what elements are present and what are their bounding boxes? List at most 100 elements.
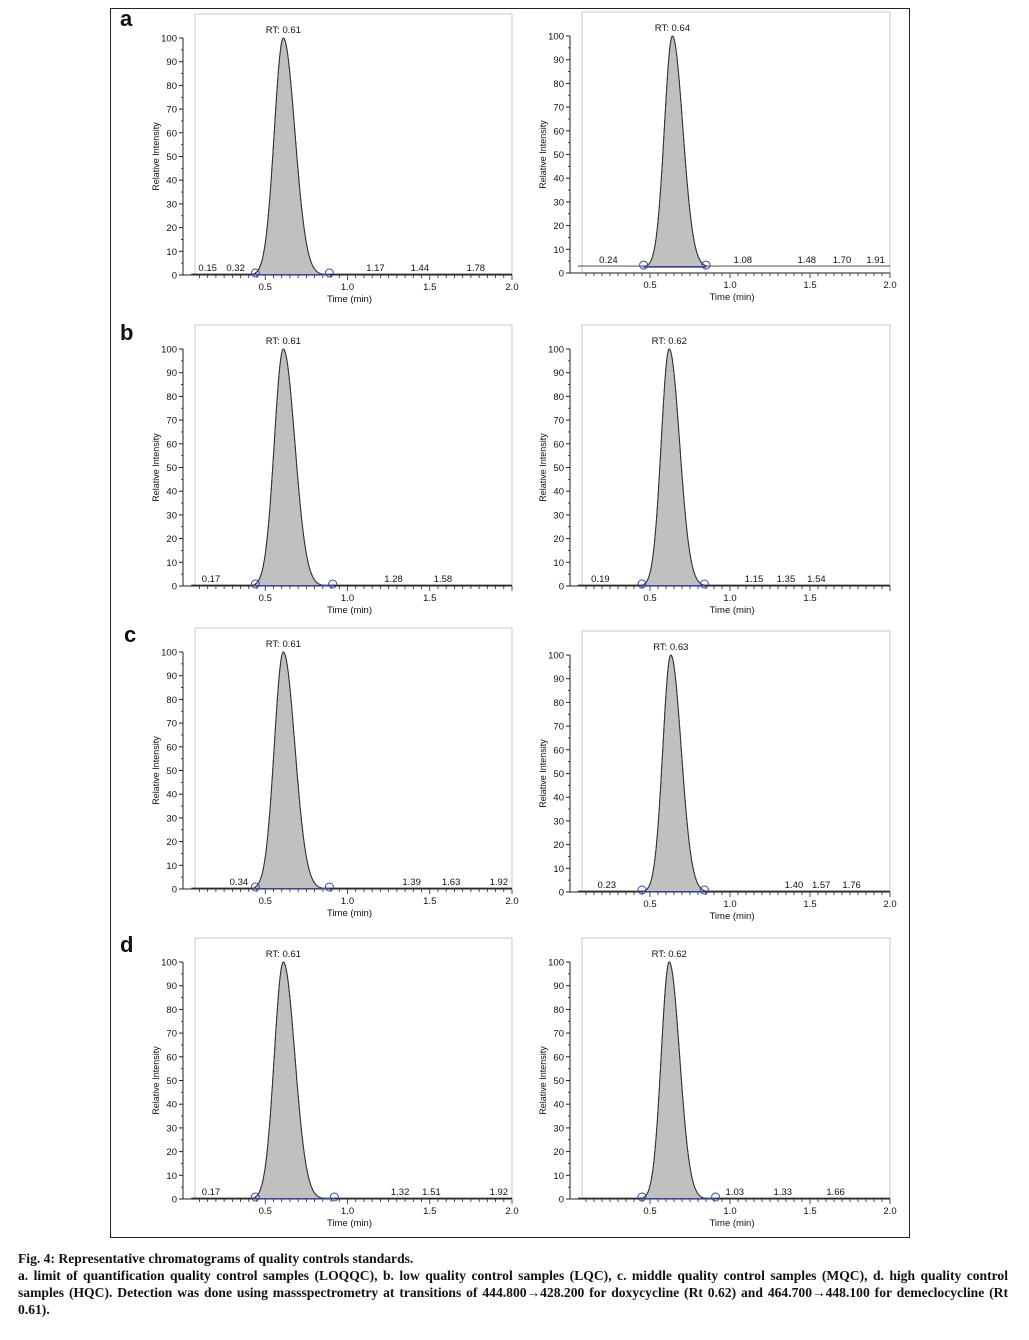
y-tick-label: 50	[166, 152, 177, 163]
y-tick-label: 90	[166, 671, 177, 682]
y-tick-label: 30	[553, 510, 564, 521]
x-tick-label: 1.5	[423, 896, 436, 907]
y-tick-label: 20	[553, 221, 564, 232]
y-tick-label: 20	[166, 1147, 177, 1158]
integration-marker	[324, 882, 334, 892]
y-tick-label: 40	[166, 176, 177, 187]
x-tick-label: 0.5	[643, 593, 656, 604]
x-axis-label: Time (min)	[709, 911, 754, 922]
x-tick-label: 0.5	[643, 280, 656, 291]
x-tick-label: 0.5	[259, 1206, 272, 1217]
x-tick-label: 1.5	[803, 899, 816, 910]
y-tick-label: 0	[172, 885, 177, 896]
y-tick-label: 100	[161, 648, 177, 659]
peak-area	[254, 651, 330, 890]
y-tick-label: 40	[553, 1100, 564, 1111]
y-axis-label: Relative Intensity	[538, 433, 548, 502]
peak-label: 1.78	[467, 263, 486, 274]
peak-label: 1.15	[745, 574, 764, 585]
y-tick-label: 20	[166, 534, 177, 545]
integration-marker	[699, 885, 709, 895]
x-tick-label: 1.0	[723, 899, 736, 910]
y-tick-label: 50	[553, 769, 564, 780]
peak-label: 1.32	[391, 1187, 410, 1198]
peak-label: 1.35	[777, 574, 796, 585]
y-tick-label: 10	[166, 247, 177, 258]
y-tick-label: 90	[553, 981, 564, 992]
y-tick-label: 30	[166, 813, 177, 824]
y-tick-label: 90	[166, 57, 177, 68]
chromatogram-trace	[191, 651, 512, 889]
integration-marker	[250, 882, 260, 892]
peak-label: 1.54	[807, 574, 826, 585]
retention-time-label: RT: 0.64	[655, 23, 690, 34]
chromatogram-trace	[578, 348, 890, 586]
x-tick-label: 1.5	[803, 593, 816, 604]
peak-label: 0.32	[226, 263, 245, 274]
y-tick-label: 100	[548, 32, 564, 43]
x-tick-label: 2.0	[505, 896, 518, 907]
y-tick-label: 30	[553, 816, 564, 827]
y-tick-label: 30	[553, 197, 564, 208]
plot-frame	[194, 324, 513, 587]
x-axis-label: Time (min)	[709, 292, 754, 303]
chart-d-right: 0 10 20 30 40 50 60 70 80 90 100 0.5 1.0 1.5 2.0 Time (…	[538, 937, 897, 1229]
chart-c-right: 0 10 20 30 40 50 60 70 80 90 100 0.5 1.0 1.5 2.0 Time (…	[538, 630, 897, 922]
y-tick-label: 0	[559, 1195, 564, 1206]
y-tick-label: 100	[161, 34, 177, 45]
integration-marker	[637, 885, 647, 895]
x-tick-label: 2.0	[505, 1206, 518, 1217]
caption-title: Fig. 4: Representative chromatograms of …	[18, 1251, 414, 1266]
y-tick-label: 10	[166, 558, 177, 569]
y-tick-label: 50	[553, 1076, 564, 1087]
y-tick-label: 60	[553, 745, 564, 756]
y-tick-label: 60	[166, 1052, 177, 1063]
y-tick-label: 0	[559, 269, 564, 280]
chromatogram-trace	[578, 654, 890, 892]
y-tick-label: 50	[553, 463, 564, 474]
y-axis-label: Relative Intensity	[151, 736, 161, 805]
y-tick-label: 60	[553, 439, 564, 450]
plot-frame	[194, 13, 513, 276]
peak-area	[254, 348, 333, 587]
x-tick-label: 0.5	[643, 1206, 656, 1217]
x-tick-label: 1.0	[723, 1206, 736, 1217]
x-tick-label: 2.0	[883, 1206, 896, 1217]
y-tick-label: 90	[553, 674, 564, 685]
y-tick-label: 80	[166, 392, 177, 403]
y-axis-label: Relative Intensity	[151, 1046, 161, 1115]
y-tick-label: 100	[548, 651, 564, 662]
peak-label: 1.92	[490, 877, 509, 888]
peak-area	[254, 961, 335, 1200]
peak-area	[641, 348, 706, 587]
panel-letter-b: b	[120, 320, 134, 345]
y-tick-label: 80	[553, 79, 564, 90]
y-tick-label: 90	[553, 368, 564, 379]
y-tick-label: 0	[559, 888, 564, 899]
x-tick-label: 1.5	[423, 1206, 436, 1217]
y-tick-label: 10	[166, 861, 177, 872]
y-tick-label: 40	[166, 1100, 177, 1111]
integration-marker	[250, 579, 260, 589]
peak-label: 0.23	[598, 880, 617, 891]
peak-label: 1.33	[774, 1187, 793, 1198]
chromatogram-trace	[191, 37, 512, 275]
y-tick-label: 50	[166, 1076, 177, 1087]
peak-label: 1.40	[785, 880, 804, 891]
chromatogram-trace	[578, 961, 890, 1199]
y-axis-label: Relative Intensity	[151, 122, 161, 191]
y-tick-label: 40	[553, 174, 564, 185]
peak-label: 0.17	[202, 1187, 221, 1198]
y-tick-label: 30	[166, 1123, 177, 1134]
chart-b-left: 0 10 20 30 40 50 60 70 80 90 100 0.5 1.0 1.5 Time (min…	[151, 324, 513, 616]
retention-time-label: RT: 0.63	[653, 642, 688, 653]
chromatogram-trace	[191, 348, 512, 586]
y-tick-label: 10	[553, 1171, 564, 1182]
peak-label: 1.03	[726, 1187, 745, 1198]
integration-marker	[250, 268, 260, 278]
y-tick-label: 60	[166, 128, 177, 139]
peak-area	[641, 961, 716, 1200]
y-tick-label: 50	[166, 463, 177, 474]
y-tick-label: 30	[166, 510, 177, 521]
